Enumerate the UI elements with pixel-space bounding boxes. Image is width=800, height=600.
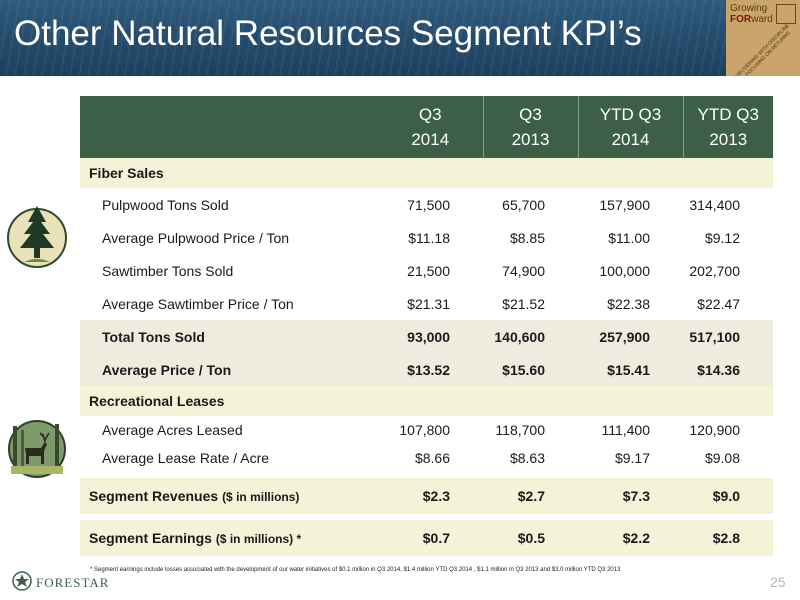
section-heading: Fiber Sales <box>80 158 773 188</box>
table-row: Average Acres Leased 107,800 118,700 111… <box>80 416 773 444</box>
cell-value: 107,800 <box>399 422 450 438</box>
cell-value: $8.66 <box>414 450 450 466</box>
cell-value: 111,400 <box>601 422 650 438</box>
cell-value: $11.18 <box>408 229 450 246</box>
badge-frame <box>776 4 796 24</box>
deer-icon <box>8 420 66 478</box>
cell-value: $14.36 <box>683 353 773 386</box>
cell-value: 93,000 <box>378 320 483 353</box>
header-banner: Other Natural Resources Segment KPI’s Gr… <box>0 0 800 76</box>
cell-value: 314,400 <box>689 196 740 213</box>
table-row: Pulpwood Tons Sold 71,500 65,700 157,900… <box>80 188 773 221</box>
section-row-fiber: Fiber Sales <box>80 158 773 188</box>
cell-value: $11.00 <box>608 229 650 246</box>
cell-value: $0.5 <box>483 520 578 556</box>
row-label: Average Sawtimber Price / Ton <box>102 295 294 312</box>
cell-value: $2.8 <box>683 520 773 556</box>
cell-value: 157,900 <box>599 196 650 213</box>
cell-value: 74,900 <box>502 262 545 279</box>
cell-value: $0.7 <box>378 520 483 556</box>
spacer-row <box>80 514 773 520</box>
footnote: * Segment earnings include losses associ… <box>90 567 621 573</box>
col-header: Q3 2013 <box>482 96 578 158</box>
page-title: Other Natural Resources Segment KPI’s <box>14 14 642 53</box>
cell-value: 118,700 <box>495 422 545 438</box>
page-number: 25 <box>770 574 786 590</box>
banner-texture <box>0 0 800 76</box>
cell-value: 65,700 <box>502 196 545 213</box>
cell-value: 202,700 <box>689 262 740 279</box>
row-label: Sawtimber Tons Sold <box>102 262 234 279</box>
cell-value: $22.38 <box>607 295 650 312</box>
growing-forward-badge: Growing FORward DELIVERING WITH DISCIPLI… <box>726 0 800 76</box>
table-row: Average Lease Rate / Acre $8.66 $8.63 $9… <box>80 444 773 472</box>
col-header: Q3 2014 <box>378 96 483 158</box>
table-header-row: Q3 2014 Q3 2013 YTD Q3 2014 YTD Q3 2013 <box>80 96 773 158</box>
row-label: Average Acres Leased <box>102 422 243 438</box>
total-row: Total Tons Sold 93,000 140,600 257,900 5… <box>80 320 773 353</box>
cell-value: $9.08 <box>704 450 740 466</box>
cell-value: 100,000 <box>599 262 650 279</box>
cell-value: $2.3 <box>378 478 483 514</box>
cell-value: $21.52 <box>502 295 545 312</box>
table-row: Average Pulpwood Price / Ton $11.18 $8.8… <box>80 221 773 254</box>
row-label: Total Tons Sold <box>80 320 378 353</box>
cell-value: 21,500 <box>407 262 450 279</box>
cell-value: $21.31 <box>407 295 450 312</box>
col-header: YTD Q3 2013 <box>682 96 773 158</box>
row-label: Average Price / Ton <box>80 353 378 386</box>
cell-value: $2.2 <box>578 520 683 556</box>
cell-value: 517,100 <box>683 320 773 353</box>
cell-value: $8.85 <box>509 229 545 246</box>
cell-value: 257,900 <box>578 320 683 353</box>
forestar-logo-text: FORESTAR <box>36 575 110 590</box>
cell-value: $8.63 <box>509 450 545 466</box>
cell-value: $9.0 <box>683 478 773 514</box>
col-header: YTD Q3 2014 <box>577 96 683 158</box>
section-row-recreational: Recreational Leases <box>80 386 773 416</box>
section-heading: Recreational Leases <box>80 386 773 416</box>
forestar-logo-icon <box>12 571 32 591</box>
segment-revenues-row: Segment Revenues ($ in millions) $2.3 $2… <box>80 478 773 514</box>
segment-earnings-row: Segment Earnings ($ in millions) * $0.7 … <box>80 520 773 556</box>
badge-wordmark: Growing FORward <box>730 3 773 25</box>
spacer-row <box>80 472 773 478</box>
cell-value: $22.47 <box>697 295 740 312</box>
cell-value: $2.7 <box>483 478 578 514</box>
cell-value: $9.17 <box>614 450 650 466</box>
row-label: Average Pulpwood Price / Ton <box>102 229 290 246</box>
cell-value: 120,900 <box>689 422 740 438</box>
table-row: Average Sawtimber Price / Ton $21.31 $21… <box>80 287 773 320</box>
cell-value: 71,500 <box>407 196 450 213</box>
row-label: Segment Earnings ($ in millions) * <box>80 520 378 556</box>
row-label: Average Lease Rate / Acre <box>102 450 270 466</box>
cell-value: $7.3 <box>578 478 683 514</box>
kpi-table: Q3 2014 Q3 2013 YTD Q3 2014 YTD Q3 2013 Fibe… <box>80 96 773 556</box>
header-blank <box>80 96 378 158</box>
table-row: Sawtimber Tons Sold 21,500 74,900 100,00… <box>80 254 773 287</box>
pine-tree-icon <box>6 206 68 268</box>
cell-value: $15.60 <box>483 353 578 386</box>
cell-value: $9.12 <box>704 229 740 246</box>
row-label: Pulpwood Tons Sold <box>102 196 229 213</box>
total-row: Average Price / Ton $13.52 $15.60 $15.41… <box>80 353 773 386</box>
cell-value: 140,600 <box>483 320 578 353</box>
cell-value: $15.41 <box>578 353 683 386</box>
cell-value: $13.52 <box>378 353 483 386</box>
row-label: Segment Revenues ($ in millions) <box>80 478 378 514</box>
